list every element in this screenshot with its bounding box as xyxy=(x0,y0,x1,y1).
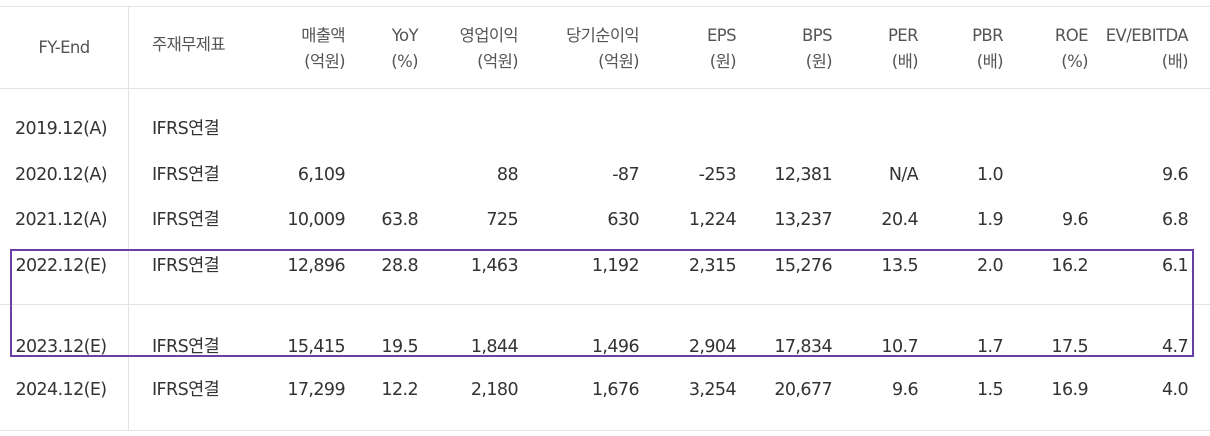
cell-net-income: 1,192 xyxy=(591,256,640,276)
cell-net-income: -87 xyxy=(612,165,639,185)
cell-roe: 17.5 xyxy=(1051,337,1088,357)
header-operating-profit-label: 영업이익 xyxy=(459,26,519,45)
cell-bps: 20,677 xyxy=(774,380,832,400)
header-net-income-label: 당기순이익 xyxy=(566,26,640,45)
row-fy-end: 2024.12(E) xyxy=(15,380,107,400)
header-operating-profit-unit: (억원) xyxy=(477,52,518,71)
row-fy-end: 2020.12(A) xyxy=(15,165,108,185)
cell-bps: 15,276 xyxy=(774,256,832,276)
header-per-unit: (배) xyxy=(891,52,919,71)
row-statement-type: IFRS연결 xyxy=(152,380,220,400)
cell-net-income: 1,496 xyxy=(591,337,640,357)
header-pbr-label: PBR xyxy=(972,26,1004,45)
cell-sales: 15,415 xyxy=(287,337,345,357)
row-statement-type: IFRS연결 xyxy=(152,119,220,139)
header-ev-ebitda-unit: (배) xyxy=(1161,52,1189,71)
cell-operating-profit: 1,463 xyxy=(470,256,519,276)
column-divider xyxy=(128,6,129,430)
cell-eps: 1,224 xyxy=(688,210,737,230)
cell-sales: 12,896 xyxy=(287,256,345,276)
cell-ev-ebitda: 6.1 xyxy=(1161,256,1189,276)
header-yoy-unit: (%) xyxy=(391,52,418,71)
header-per-label: PER xyxy=(887,26,919,45)
cell-pbr: 1.9 xyxy=(976,210,1004,230)
row-fy-end: 2022.12(E) xyxy=(15,256,107,276)
cell-pbr: 1.5 xyxy=(976,380,1004,400)
row-fy-end: 2019.12(A) xyxy=(15,119,108,139)
row-fy-end: 2023.12(E) xyxy=(15,337,107,357)
header-pbr-unit: (배) xyxy=(976,52,1004,71)
cell-operating-profit: 88 xyxy=(496,165,519,185)
header-sales-unit: (억원) xyxy=(304,52,345,71)
cell-yoy: 12.2 xyxy=(381,380,418,400)
cell-operating-profit: 1,844 xyxy=(470,337,519,357)
cell-per: 13.5 xyxy=(881,256,918,276)
header-bps-label: BPS xyxy=(802,26,833,45)
cell-ev-ebitda: 4.0 xyxy=(1161,380,1189,400)
header-roe-label: ROE xyxy=(1054,26,1089,45)
cell-sales: 6,109 xyxy=(297,165,346,185)
cell-sales: 17,299 xyxy=(287,380,345,400)
cell-pbr: 2.0 xyxy=(976,256,1004,276)
cell-per: 9.6 xyxy=(891,380,919,400)
header-net-income-unit: (억원) xyxy=(598,52,639,71)
cell-bps: 13,237 xyxy=(774,210,832,230)
cell-ev-ebitda: 9.6 xyxy=(1161,165,1189,185)
row-statement-type: IFRS연결 xyxy=(152,165,220,185)
header-eps-label: EPS xyxy=(706,26,737,45)
cell-per: 20.4 xyxy=(881,210,918,230)
header-fy-end: FY-End xyxy=(38,38,90,57)
top-border xyxy=(0,6,1210,7)
header-bottom-border xyxy=(0,88,1210,89)
header-statement-type: 주재무제표 xyxy=(152,35,226,54)
cell-net-income: 1,676 xyxy=(591,380,640,400)
header-ev-ebitda-label: EV/EBITDA xyxy=(1105,26,1189,45)
row-divider xyxy=(0,304,1210,305)
cell-yoy: 19.5 xyxy=(381,337,418,357)
cell-roe: 16.9 xyxy=(1051,380,1088,400)
cell-per: N/A xyxy=(888,165,919,185)
bottom-border xyxy=(0,430,1210,431)
cell-bps: 17,834 xyxy=(774,337,832,357)
cell-operating-profit: 725 xyxy=(486,210,518,230)
cell-sales: 10,009 xyxy=(287,210,345,230)
cell-eps: 2,315 xyxy=(688,256,737,276)
cell-bps: 12,381 xyxy=(774,165,832,185)
cell-ev-ebitda: 6.8 xyxy=(1161,210,1189,230)
header-yoy-label: YoY xyxy=(391,26,419,45)
header-roe-unit: (%) xyxy=(1061,52,1088,71)
row-statement-type: IFRS연결 xyxy=(152,337,220,357)
cell-operating-profit: 2,180 xyxy=(470,380,519,400)
cell-eps: 2,904 xyxy=(688,337,737,357)
row-statement-type: IFRS연결 xyxy=(152,210,220,230)
cell-roe: 9.6 xyxy=(1061,210,1089,230)
cell-roe: 16.2 xyxy=(1051,256,1088,276)
cell-pbr: 1.7 xyxy=(976,337,1004,357)
row-fy-end: 2021.12(A) xyxy=(15,210,108,230)
cell-yoy: 63.8 xyxy=(381,210,418,230)
cell-yoy: 28.8 xyxy=(381,256,418,276)
header-sales-label: 매출액 xyxy=(301,26,345,45)
header-eps-unit: (원) xyxy=(709,52,737,71)
cell-ev-ebitda: 4.7 xyxy=(1161,337,1189,357)
cell-per: 10.7 xyxy=(881,337,918,357)
cell-pbr: 1.0 xyxy=(976,165,1004,185)
cell-eps: 3,254 xyxy=(688,380,737,400)
cell-net-income: 630 xyxy=(607,210,639,230)
row-statement-type: IFRS연결 xyxy=(152,256,220,276)
header-bps-unit: (원) xyxy=(805,52,833,71)
cell-eps: -253 xyxy=(698,165,737,185)
